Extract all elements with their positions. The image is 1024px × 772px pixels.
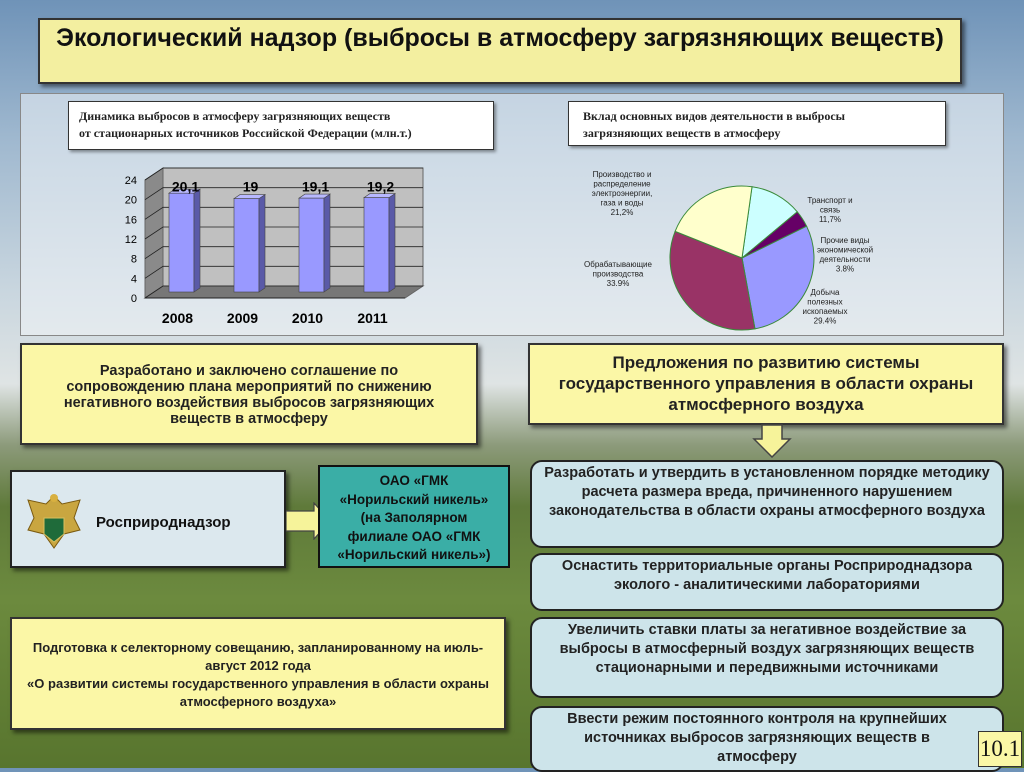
company-line: «Норильский никель» xyxy=(339,491,489,507)
meeting-box: Подготовка к селекторному совещанию, зап… xyxy=(10,617,506,730)
bar-chart-caption: Динамика выбросов в атмосферу загрязняющ… xyxy=(68,101,494,150)
bar-side xyxy=(258,194,266,293)
bar xyxy=(298,197,325,293)
pie-caption-line: Вклад основных видов деятельности в выбр… xyxy=(583,109,846,123)
bar-top xyxy=(168,188,201,194)
bar-chart: 0 4 8 12 16 20 24 20,1 2008 19 2009 19,1 2010 19,2 201… xyxy=(125,167,425,326)
bar-caption-line: Динамика выбросов в атмосферу загрязняющ… xyxy=(79,109,391,123)
emblem-icon xyxy=(27,494,81,549)
pie-slice xyxy=(741,225,815,330)
pie-caption-line: загрязняющих веществ в атмосферу xyxy=(583,126,781,140)
bar-top xyxy=(233,194,266,199)
bar-side xyxy=(323,193,331,293)
company-line: ОАО «ГМК xyxy=(379,473,449,488)
bar xyxy=(363,197,390,293)
gridline xyxy=(144,246,423,259)
pie-slice xyxy=(669,230,756,331)
pie-slice xyxy=(674,185,753,259)
y-tick-label: 24 xyxy=(125,175,137,187)
bar-side xyxy=(388,193,396,293)
gridline xyxy=(144,167,423,181)
proposals-header: Предложения по развитию системы государс… xyxy=(528,343,1004,425)
meeting-line: Подготовка к селекторному совещанию, зап… xyxy=(32,640,484,673)
bar xyxy=(168,192,195,293)
pie-slice-label: Прочие виды экономической деятельности 3.8% xyxy=(817,236,873,274)
company-line: «Норильский никель») xyxy=(337,547,491,562)
bar-data-label: 19 xyxy=(243,179,259,195)
pie-slice-label: Добыча полезных ископаемых 29.4% xyxy=(803,288,848,326)
x-tick-label: 2011 xyxy=(357,310,388,326)
y-tick-label: 0 xyxy=(131,293,137,305)
y-tick-label: 4 xyxy=(131,273,137,285)
pie-slice-label: Обрабатывающие производства 33.9% xyxy=(584,260,652,288)
proposal-item: Ввести режим постоянного контроля на кру… xyxy=(530,706,1004,772)
gridline xyxy=(144,285,423,299)
gridline xyxy=(144,226,423,240)
proposal-item: Увеличить ставки платы за негативное воз… xyxy=(530,617,1004,698)
gridline xyxy=(144,187,423,200)
bar-caption-line: от стационарных источников Российской Фе… xyxy=(79,126,412,140)
x-tick-label: 2010 xyxy=(292,310,323,326)
proposal-item: Разработать и утвердить в установленном … xyxy=(530,460,1004,548)
bar-data-label: 20,1 xyxy=(172,179,199,195)
meeting-line: «О развитии системы государственного упр… xyxy=(27,676,489,709)
y-tick-label: 20 xyxy=(125,195,137,207)
company-line: филиале ОАО «ГМК xyxy=(347,528,481,544)
pie-slice-label: Производство и распределение электроэнерги… xyxy=(592,170,653,217)
company-box: ОАО «ГМК «Норильский никель» (на Заполяр… xyxy=(318,465,510,568)
agency-box: Росприроднадзор xyxy=(10,470,286,568)
gridline xyxy=(144,265,423,279)
y-tick-label: 12 xyxy=(125,234,137,246)
bar-data-label: 19,1 xyxy=(302,179,329,195)
pie-chart-caption: Вклад основных видов деятельности в выбр… xyxy=(568,101,946,146)
y-tick-label: 8 xyxy=(131,254,137,266)
gridline xyxy=(144,206,423,220)
bar-data-label: 19,2 xyxy=(367,179,394,195)
slide-number: 10.1 xyxy=(978,731,1022,767)
bar-side xyxy=(193,188,201,293)
bar-top xyxy=(298,193,331,199)
pie-slice-label: Транспорт и связь 11,7% xyxy=(807,196,852,224)
agency-name: Росприроднадзор xyxy=(96,514,231,531)
x-tick-label: 2009 xyxy=(227,310,258,326)
bar xyxy=(233,198,260,293)
bar-top xyxy=(363,193,396,198)
company-line: (на Заполярном xyxy=(360,510,468,525)
pie-chart: Транспорт и связь 11,7% Прочие виды экономич… xyxy=(584,170,873,331)
agreement-box: Разработано и заключено соглашение по со… xyxy=(20,343,478,445)
x-tick-label: 2008 xyxy=(162,310,193,326)
proposal-item: Оснастить территориальные органы Росприр… xyxy=(530,553,1004,611)
y-tick-label: 16 xyxy=(125,214,137,226)
down-arrow-icon xyxy=(752,424,792,458)
slide-title: Экологический надзор (выбросы в атмосфер… xyxy=(38,18,962,84)
